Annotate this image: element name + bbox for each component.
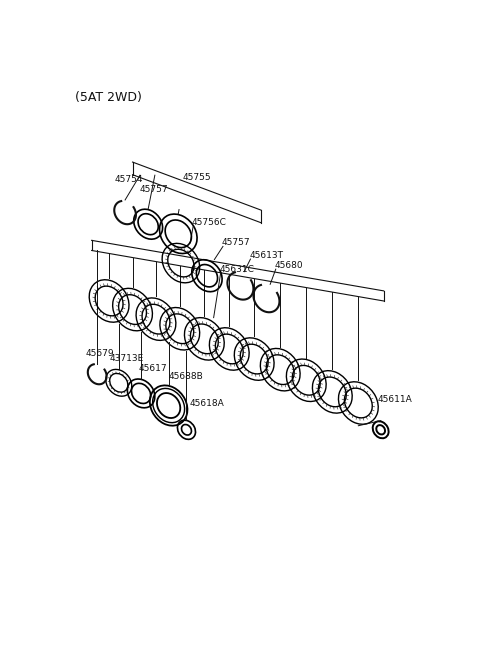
Text: 45754: 45754: [115, 175, 144, 184]
Text: 45680: 45680: [275, 261, 304, 270]
Text: 45757: 45757: [222, 238, 251, 247]
Text: 45679: 45679: [85, 348, 114, 358]
Text: 45755: 45755: [183, 173, 211, 182]
Text: 45688B: 45688B: [169, 372, 204, 381]
Text: 45756C: 45756C: [192, 218, 227, 227]
Text: 45613T: 45613T: [250, 251, 284, 260]
Text: 43713E: 43713E: [109, 354, 144, 363]
Text: 45631C: 45631C: [220, 264, 255, 274]
Text: 45617: 45617: [138, 363, 167, 373]
Text: 45618A: 45618A: [190, 399, 224, 408]
Text: (5AT 2WD): (5AT 2WD): [75, 91, 142, 104]
Text: 45611A: 45611A: [378, 395, 413, 404]
Text: 45757: 45757: [140, 186, 168, 194]
